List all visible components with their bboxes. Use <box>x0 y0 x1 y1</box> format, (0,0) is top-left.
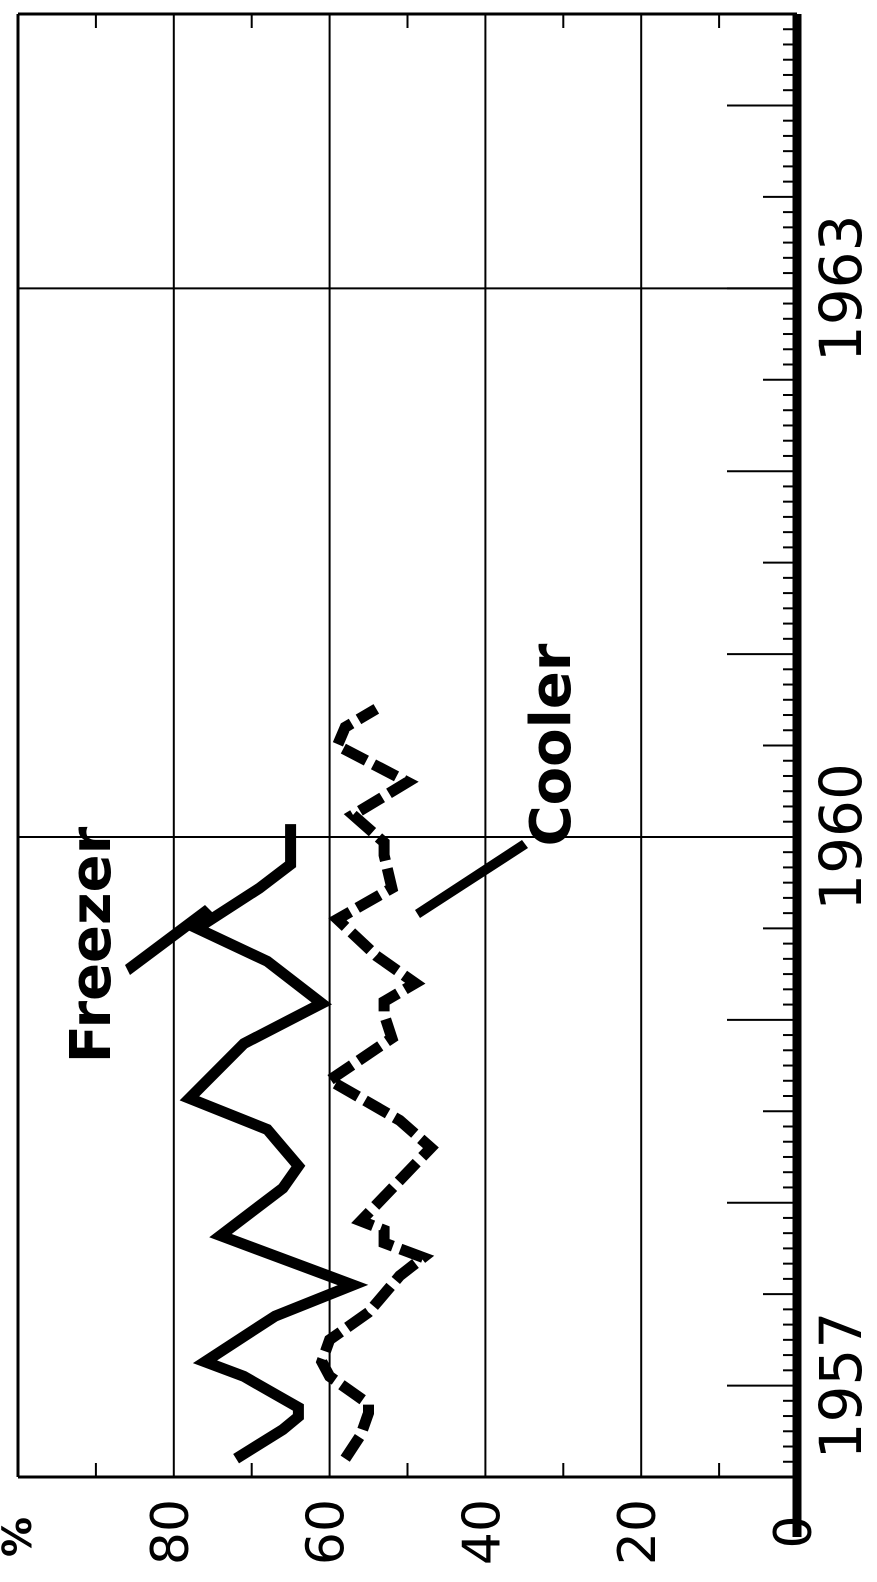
year-tick-label: 1957 <box>807 1312 875 1460</box>
year-tick-label: 1960 <box>807 763 875 911</box>
value-tick-label: 80 <box>141 1499 201 1565</box>
value-tick-label: 60 <box>297 1499 357 1565</box>
axis-labels: 0 20 40 60 80 1957 1960 1963% Freezer Cooler <box>0 215 875 1566</box>
plot-area <box>16 12 802 1537</box>
axis-ticks <box>94 13 797 1478</box>
cooler-label: Cooler <box>519 643 584 846</box>
value-tick-label: 40 <box>452 1499 512 1565</box>
year-tick-label: 1963 <box>807 215 875 363</box>
series-line-cooler <box>315 704 439 1462</box>
value-tick-label: 0 <box>764 1515 824 1548</box>
series-lines <box>179 704 439 1464</box>
series-line-freezer <box>179 824 369 1464</box>
freezer-leader-line <box>125 905 213 975</box>
gridlines <box>18 14 797 1477</box>
cooler-leader-line <box>415 840 528 918</box>
freezer-label: Freezer <box>59 826 124 1063</box>
y-axis-unit-label: % <box>0 1517 41 1557</box>
value-tick-label: 20 <box>608 1499 668 1565</box>
